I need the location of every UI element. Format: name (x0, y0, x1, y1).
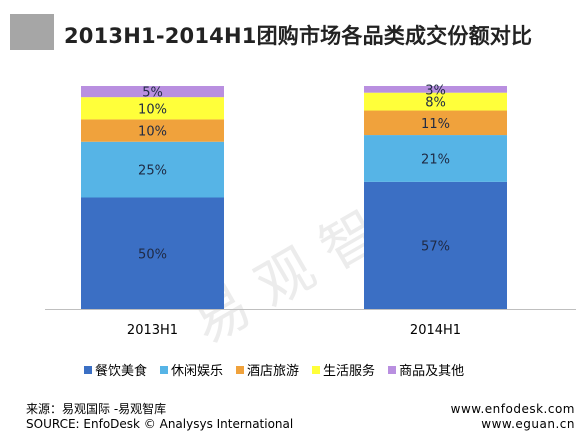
legend-swatch (388, 365, 397, 374)
legend-item: 休闲娱乐 (160, 360, 223, 379)
legend-label: 餐饮美食 (95, 364, 148, 379)
legend-swatch (236, 365, 245, 374)
data-label: 5% (142, 86, 163, 101)
url-footer: www.enfodesk.com www.eguan.cn (451, 402, 575, 432)
x-tick-label: 2013H1 (127, 323, 178, 338)
bar-segment-2013H1-休闲娱乐 (81, 141, 224, 198)
url-enfodesk[interactable]: www.enfodesk.com (450, 402, 575, 416)
legend-item: 商品及其他 (388, 360, 464, 379)
legend-item: 酒店旅游 (236, 360, 299, 379)
data-label: 50% (138, 247, 167, 262)
legend-swatch (84, 365, 92, 374)
legend-item: 生活服务 (312, 360, 375, 379)
bar-segment-2013H1-酒店旅游 (81, 119, 224, 142)
bar-segment-2014H1-商品及其他 (364, 86, 507, 93)
data-label: 21% (421, 152, 450, 167)
legend-swatch (312, 365, 321, 374)
data-label: 3% (425, 83, 446, 98)
bar-segment-2014H1-生活服务 (364, 92, 507, 111)
legend-label: 休闲娱乐 (171, 364, 224, 379)
bar-segment-2013H1-商品及其他 (81, 86, 224, 98)
data-label: 11% (421, 117, 450, 132)
url-eguan[interactable]: www.eguan.cn (481, 417, 575, 431)
data-label: 10% (138, 102, 167, 117)
data-label: 10% (138, 125, 167, 140)
source-footer: 来源：易观国际 -易观智库 SOURCE: EnfoDesk © Analysy… (26, 402, 293, 432)
legend-label: 生活服务 (323, 364, 376, 379)
chart-title: 2013H1-2014H1团购市场各品类成交份额对比 (64, 24, 533, 48)
legend-label: 酒店旅游 (247, 364, 300, 379)
legend-label: 商品及其他 (399, 364, 465, 379)
bar-segment-2013H1-餐饮美食 (81, 197, 224, 309)
legend-item: 餐饮美食 (84, 360, 147, 379)
bar-segment-2014H1-酒店旅游 (364, 110, 507, 136)
legend-swatch (160, 365, 169, 374)
bar-segment-2013H1-生活服务 (81, 97, 224, 120)
data-label: 57% (421, 239, 450, 254)
source-cn: 来源：易观国际 -易观智库 (26, 402, 167, 416)
source-en: SOURCE: EnfoDesk © Analysys Internationa… (26, 417, 294, 431)
data-label: 25% (138, 164, 167, 179)
x-tick-label: 2014H1 (410, 323, 461, 338)
title-accent-bar (10, 14, 54, 50)
data-label: 8% (425, 96, 446, 111)
legend: 餐饮美食 休闲娱乐 酒店旅游 生活服务 商品及其他 (84, 360, 464, 379)
bar-segment-2014H1-休闲娱乐 (364, 135, 507, 182)
bar-segment-2014H1-餐饮美食 (364, 181, 507, 309)
